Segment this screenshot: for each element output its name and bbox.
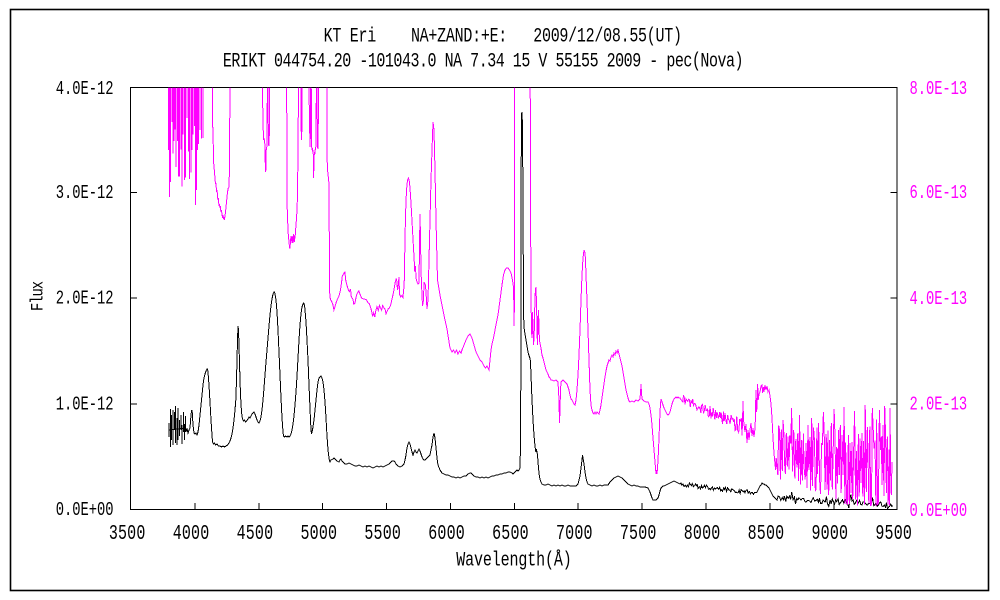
svg-text:7500: 7500: [620, 523, 657, 546]
svg-text:8500: 8500: [748, 523, 785, 546]
svg-text:4000: 4000: [173, 523, 210, 546]
svg-text:ERIKT 044754.20 -101043.0 NA 7: ERIKT 044754.20 -101043.0 NA 7.34 15 V 5…: [223, 51, 744, 74]
svg-text:6.0E-13: 6.0E-13: [910, 182, 968, 204]
svg-text:Flux: Flux: [28, 281, 48, 311]
svg-text:6500: 6500: [492, 523, 528, 546]
svg-text:8000: 8000: [684, 523, 721, 546]
svg-text:KT Eri NA+ZAND:+E: 2009/1: KT Eri NA+ZAND:+E: 2009/12/08.55(UT): [324, 26, 682, 49]
svg-text:5500: 5500: [364, 523, 401, 546]
svg-text:8.0E-13: 8.0E-13: [910, 78, 968, 100]
svg-text:9000: 9000: [812, 523, 849, 546]
svg-text:3.0E-12: 3.0E-12: [56, 182, 114, 204]
svg-text:0.0E+00: 0.0E+00: [56, 499, 114, 521]
svg-text:4.0E-12: 4.0E-12: [56, 78, 114, 100]
svg-text:2.0E-13: 2.0E-13: [910, 394, 968, 416]
svg-text:1.0E-12: 1.0E-12: [56, 393, 114, 415]
svg-text:Wavelength(Å): Wavelength(Å): [456, 548, 572, 572]
svg-text:2.0E-12: 2.0E-12: [56, 288, 114, 310]
svg-text:3500: 3500: [109, 523, 146, 546]
svg-text:0.0E+00: 0.0E+00: [910, 500, 968, 522]
svg-text:4500: 4500: [237, 523, 274, 546]
svg-text:4.0E-13: 4.0E-13: [910, 288, 968, 310]
svg-text:6000: 6000: [428, 523, 465, 546]
svg-text:9500: 9500: [875, 523, 912, 546]
svg-text:7000: 7000: [556, 523, 593, 546]
svg-text:5000: 5000: [300, 523, 337, 546]
